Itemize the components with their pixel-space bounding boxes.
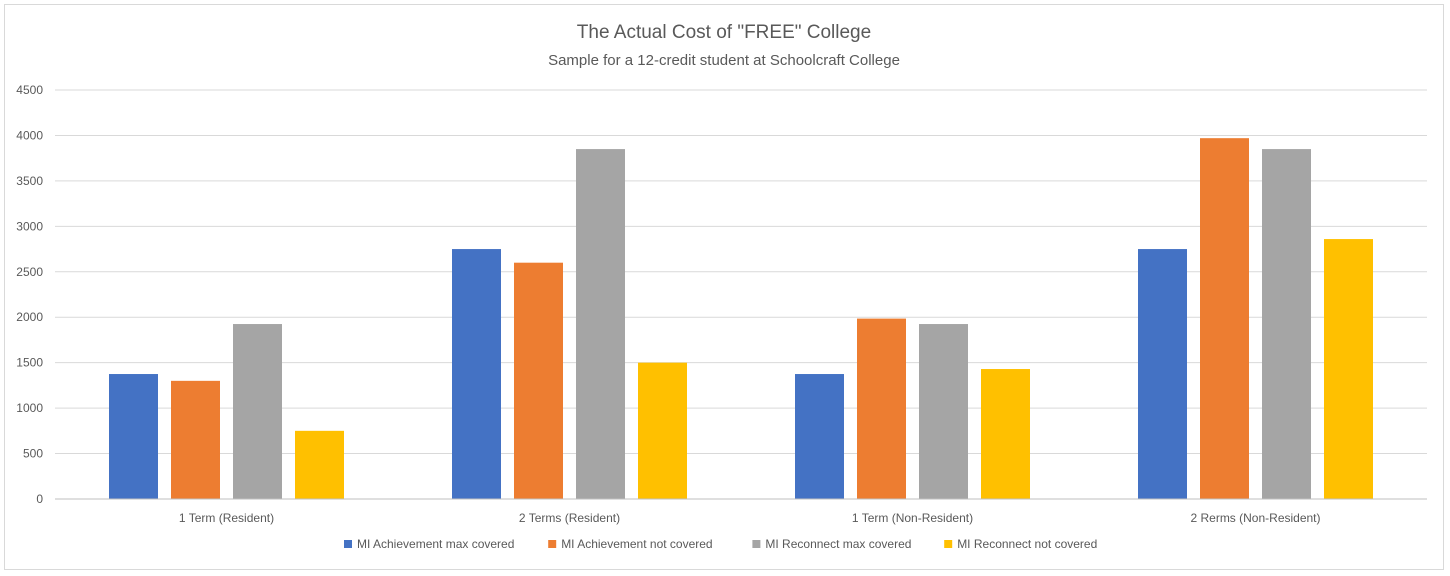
bar (452, 249, 501, 499)
y-axis: 0 500 1000 1500 2000 2500 3000 3500 4000 4500 (16, 83, 43, 506)
chart-title: The Actual Cost of "FREE" College (577, 22, 871, 43)
y-tick-label: 4000 (16, 128, 43, 142)
y-tick-label: 3000 (16, 219, 43, 233)
chart-frame: The Actual Cost of "FREE" College Sample… (4, 4, 1444, 570)
legend-label: MI Reconnect not covered (957, 537, 1097, 551)
bar (1138, 249, 1187, 499)
bar (514, 262, 563, 499)
bar (109, 374, 158, 499)
gridlines (55, 89, 1427, 455)
bar (638, 362, 687, 499)
y-tick-label: 4500 (16, 83, 43, 97)
x-tick-label: 2 Rerms (Non-Resident) (1190, 511, 1320, 525)
bar (171, 380, 220, 499)
bar (233, 324, 282, 499)
y-tick-label: 1000 (16, 401, 43, 415)
y-tick-label: 2500 (16, 265, 43, 279)
y-tick-label: 0 (36, 492, 43, 506)
bar (1262, 149, 1311, 500)
x-tick-label: 2 Terms (Resident) (519, 511, 620, 525)
legend: MI Achievement max covered MI Achievement… (344, 537, 1097, 551)
legend-swatch (752, 540, 761, 548)
x-tick-label: 1 Term (Resident) (179, 511, 274, 525)
bar (576, 149, 625, 500)
bar (857, 318, 906, 499)
y-tick-label: 2000 (16, 310, 43, 324)
y-tick-label: 3500 (16, 174, 43, 188)
bars (109, 138, 1373, 500)
chart-subtitle: Sample for a 12-credit student at School… (548, 52, 900, 69)
legend-swatch (344, 540, 352, 548)
legend-label: MI Achievement not covered (561, 537, 712, 551)
bar (1324, 239, 1373, 499)
bar (1200, 138, 1249, 499)
y-tick-label: 1500 (16, 356, 43, 370)
bar (919, 324, 968, 499)
bar-chart: The Actual Cost of "FREE" College Sample… (16, 22, 1427, 551)
bar (981, 369, 1030, 499)
x-tick-label: 1 Term (Non-Resident) (852, 511, 973, 525)
y-tick-label: 500 (23, 447, 43, 461)
legend-label: MI Reconnect max covered (765, 537, 911, 551)
legend-label: MI Achievement max covered (357, 537, 514, 551)
bar (795, 374, 844, 499)
bar (295, 430, 344, 499)
x-axis: 1 Term (Resident) 2 Terms (Resident) 1 Ter… (55, 498, 1427, 525)
legend-swatch (548, 540, 557, 548)
legend-swatch (944, 540, 953, 548)
